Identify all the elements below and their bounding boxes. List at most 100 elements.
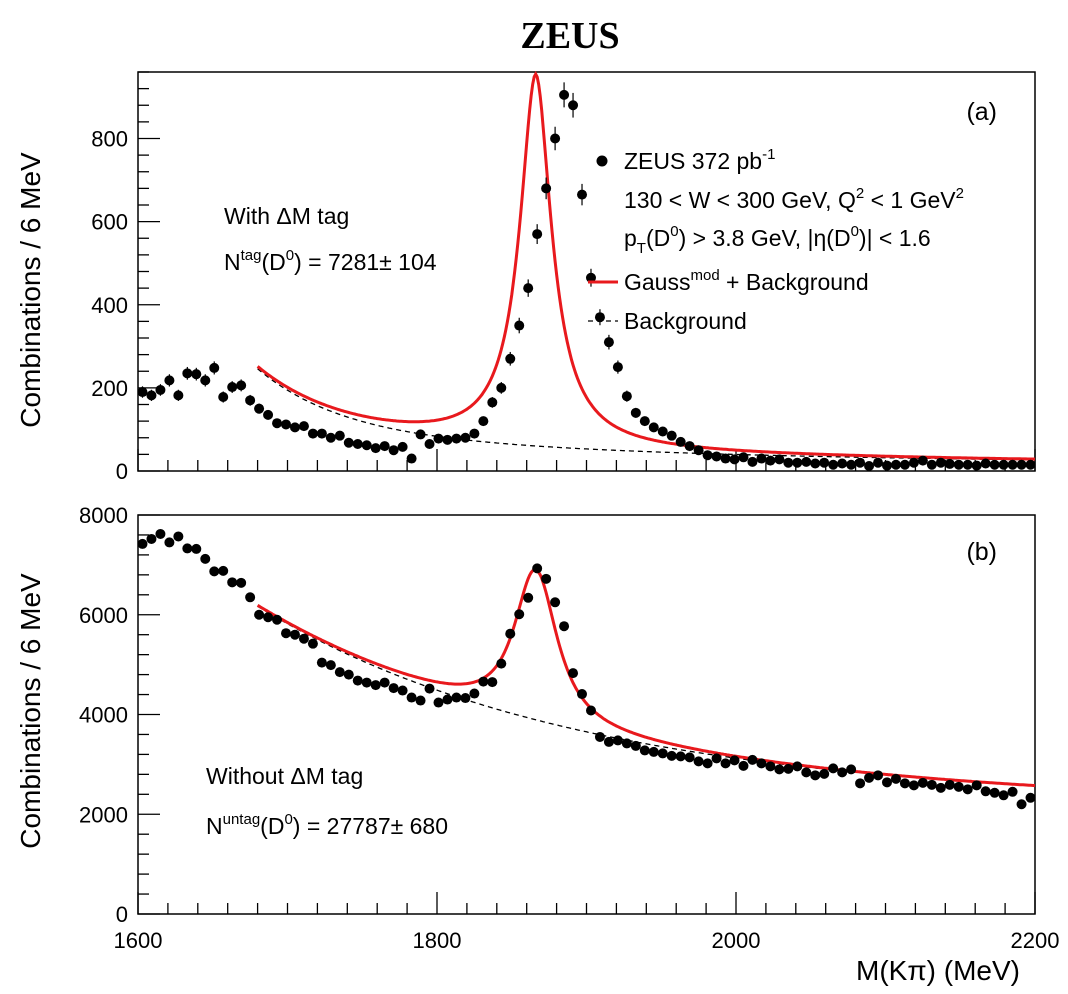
data-point: [1025, 459, 1036, 470]
data-point: [998, 459, 1009, 470]
data-point: [756, 758, 767, 769]
data-point: [819, 457, 830, 468]
data-point: [352, 438, 363, 449]
data-point: [559, 621, 570, 632]
data-point: [316, 657, 327, 668]
data-point: [890, 459, 901, 470]
data-point: [173, 531, 184, 542]
data-point: [451, 433, 462, 444]
data-point: [792, 761, 803, 772]
data-point: [864, 772, 875, 783]
data-point: [657, 748, 668, 759]
data-point: [496, 382, 507, 393]
y-tick-label-b: 0: [116, 902, 128, 927]
y-axis-label-bottom: Combinations / 6 MeV: [15, 573, 46, 849]
data-point: [855, 457, 866, 468]
data-point: [388, 683, 399, 694]
data-point: [1025, 792, 1036, 803]
data-point: [307, 428, 318, 439]
panel-a-fit-curve: [256, 70, 1036, 461]
data-point: [585, 705, 596, 716]
data-point: [415, 429, 426, 440]
data-point: [146, 533, 157, 544]
data-point: [218, 392, 229, 403]
panel-b-fit-curve: [256, 568, 1036, 788]
data-point: [191, 543, 202, 554]
data-point: [585, 272, 596, 283]
data-point: [899, 778, 910, 789]
data-point: [209, 566, 220, 577]
x-tick-label: 1600: [114, 928, 163, 953]
panel-b-frame: [137, 514, 1036, 915]
data-point: [899, 459, 910, 470]
panel-b-data-points: [137, 528, 1036, 810]
data-point: [478, 676, 489, 687]
data-point: [765, 455, 776, 466]
data-point: [801, 456, 812, 467]
data-point: [424, 683, 435, 694]
data-point: [263, 409, 274, 420]
y-tick-label-a: 200: [91, 376, 128, 401]
y-tick-label-a: 400: [91, 293, 128, 318]
panel-a-tag-label: With ΔM tag: [224, 203, 349, 229]
data-point: [639, 416, 650, 427]
data-point: [550, 133, 561, 144]
data-point: [164, 537, 175, 548]
y-tick-label-b: 4000: [79, 703, 128, 728]
data-point: [370, 443, 381, 454]
data-point: [953, 781, 964, 792]
data-point: [630, 740, 641, 751]
data-point: [908, 780, 919, 791]
data-point: [487, 677, 498, 688]
data-point: [729, 755, 740, 766]
data-point: [926, 459, 937, 470]
data-point: [711, 753, 722, 764]
data-point: [711, 451, 722, 462]
data-point: [603, 736, 614, 747]
data-point: [639, 745, 650, 756]
y-tick-label-a: 0: [116, 459, 128, 484]
data-point: [541, 573, 552, 584]
data-point: [343, 669, 354, 680]
data-point: [397, 685, 408, 696]
data-point: [460, 432, 471, 443]
data-point: [792, 457, 803, 468]
data-point: [944, 458, 955, 469]
data-point: [307, 638, 318, 649]
data-point: [496, 658, 507, 669]
data-point: [989, 787, 1000, 798]
data-point: [594, 731, 605, 742]
data-point: [433, 433, 444, 444]
data-point: [846, 459, 857, 470]
data-point: [765, 761, 776, 772]
panel-b-label: (b): [966, 538, 997, 566]
data-point: [254, 403, 265, 414]
data-point: [675, 436, 686, 447]
data-point: [173, 390, 184, 401]
data-point: [236, 380, 247, 391]
data-point: [935, 782, 946, 793]
data-point: [523, 283, 534, 294]
data-point: [379, 677, 390, 688]
data-point: [272, 418, 283, 429]
data-point: [828, 459, 839, 470]
data-point: [361, 677, 372, 688]
data-point: [666, 430, 677, 441]
data-point: [747, 456, 758, 467]
data-point: [864, 461, 875, 472]
data-point: [415, 695, 426, 706]
data-point: [559, 89, 570, 100]
data-point: [873, 457, 884, 468]
data-point: [505, 353, 516, 364]
x-axis-label: M(Kπ) (MeV): [856, 955, 1020, 986]
data-point: [855, 778, 866, 789]
data-point: [962, 459, 973, 470]
data-point: [325, 660, 336, 671]
data-point: [352, 675, 363, 686]
data-point: [917, 777, 928, 788]
data-point: [881, 460, 892, 471]
data-point: [334, 667, 345, 678]
y-tick-label-a: 600: [91, 210, 128, 235]
data-point: [621, 738, 632, 749]
data-point: [756, 453, 767, 464]
